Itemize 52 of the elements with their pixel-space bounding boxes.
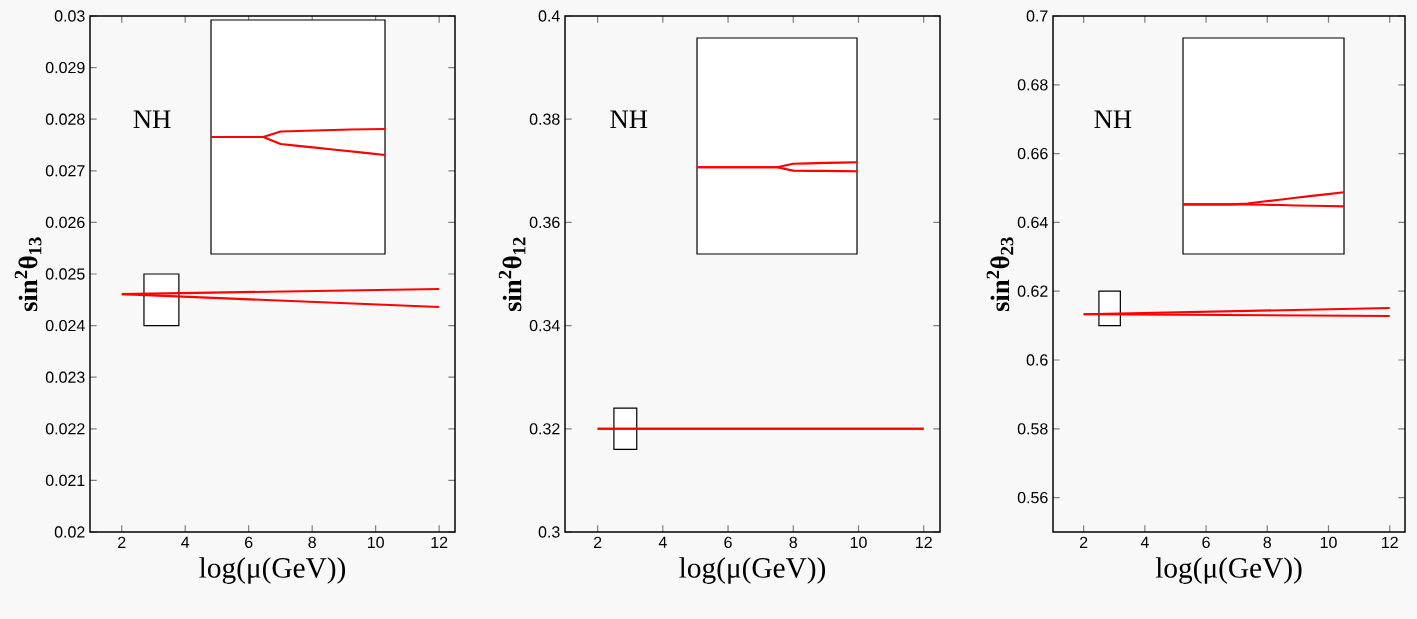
- x-tick-label: 8: [789, 536, 798, 549]
- x-tick-label: 6: [1202, 536, 1210, 549]
- x-tick-label: 12: [1382, 536, 1398, 548]
- x-axis-title: log(μ(GeV)): [1155, 557, 1302, 584]
- y-tick-label: 0.58: [1017, 423, 1048, 435]
- x-axis-title: log(μ(GeV)): [199, 557, 346, 584]
- y-tick-label: 0.03: [54, 10, 85, 22]
- x-tick-label: 8: [308, 536, 316, 549]
- y-tick-label: 0.7: [1026, 10, 1048, 22]
- x-tick-label: 2: [118, 536, 126, 548]
- y-tick-label: 0.027: [45, 165, 85, 177]
- y-tick-label: 0.029: [45, 61, 85, 74]
- x-tick-label: 4: [658, 536, 667, 548]
- x-tick-label: 10: [850, 536, 867, 549]
- y-axis-title: sin$^{2}$θ$_{23}$: [986, 237, 1014, 312]
- y-tick-label: 0.62: [1017, 285, 1048, 297]
- x-tick-label: 4: [1140, 536, 1149, 548]
- y-tick-label: 0.021: [45, 474, 85, 487]
- y-tick-label: 0.68: [1017, 79, 1048, 91]
- x-tick-label: 12: [916, 536, 932, 548]
- x-tick-label: 8: [1263, 536, 1272, 549]
- y-tick-label: 0.028: [45, 113, 85, 125]
- y-tick-label: 0.38: [529, 113, 560, 125]
- y-tick-label: 0.4: [538, 10, 560, 22]
- annotation: NH: [133, 110, 171, 128]
- y-tick-label: 0.025: [45, 268, 85, 280]
- x-tick-label: 10: [367, 536, 384, 549]
- y-tick-label: 0.32: [529, 423, 560, 435]
- annotation: NH: [610, 110, 648, 128]
- y-tick-label: 0.66: [1017, 147, 1048, 160]
- x-tick-label: 2: [593, 536, 602, 548]
- y-tick-label: 0.6: [1026, 354, 1048, 366]
- y-axis-title: sin$^{2}$θ$_{13}$: [14, 237, 42, 312]
- x-tick-label: 6: [245, 536, 253, 549]
- y-tick-label: 0.02: [54, 526, 85, 538]
- x-tick-label: 6: [724, 536, 732, 549]
- x-tick-label: 12: [431, 536, 448, 548]
- y-tick-label: 0.026: [45, 216, 85, 229]
- x-tick-label: 2: [1079, 536, 1088, 548]
- y-axis-title: sin$^{2}$θ$_{12}$: [498, 237, 526, 312]
- x-axis-title: log(μ(GeV)): [679, 557, 826, 584]
- y-tick-label: 0.3: [538, 526, 560, 538]
- y-tick-label: 0.56: [1017, 491, 1048, 504]
- y-tick-label: 0.022: [45, 423, 85, 435]
- y-tick-label: 0.64: [1017, 216, 1048, 229]
- y-tick-label: 0.024: [45, 319, 85, 332]
- y-tick-label: 0.023: [45, 371, 85, 383]
- x-tick-label: 4: [181, 536, 190, 548]
- annotation: NH: [1094, 110, 1132, 128]
- x-tick-label: 10: [1320, 536, 1337, 549]
- y-tick-label: 0.34: [529, 319, 560, 332]
- y-tick-label: 0.36: [529, 216, 560, 229]
